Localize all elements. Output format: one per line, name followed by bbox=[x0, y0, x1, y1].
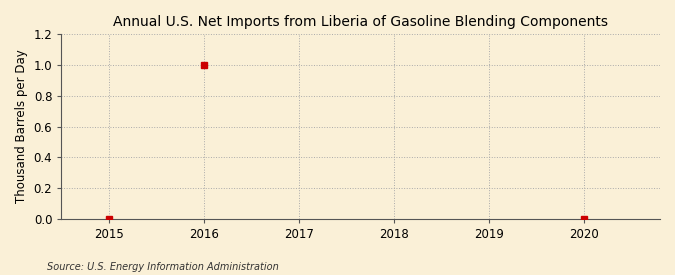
Title: Annual U.S. Net Imports from Liberia of Gasoline Blending Components: Annual U.S. Net Imports from Liberia of … bbox=[113, 15, 608, 29]
Y-axis label: Thousand Barrels per Day: Thousand Barrels per Day bbox=[15, 50, 28, 204]
Text: Source: U.S. Energy Information Administration: Source: U.S. Energy Information Administ… bbox=[47, 262, 279, 272]
